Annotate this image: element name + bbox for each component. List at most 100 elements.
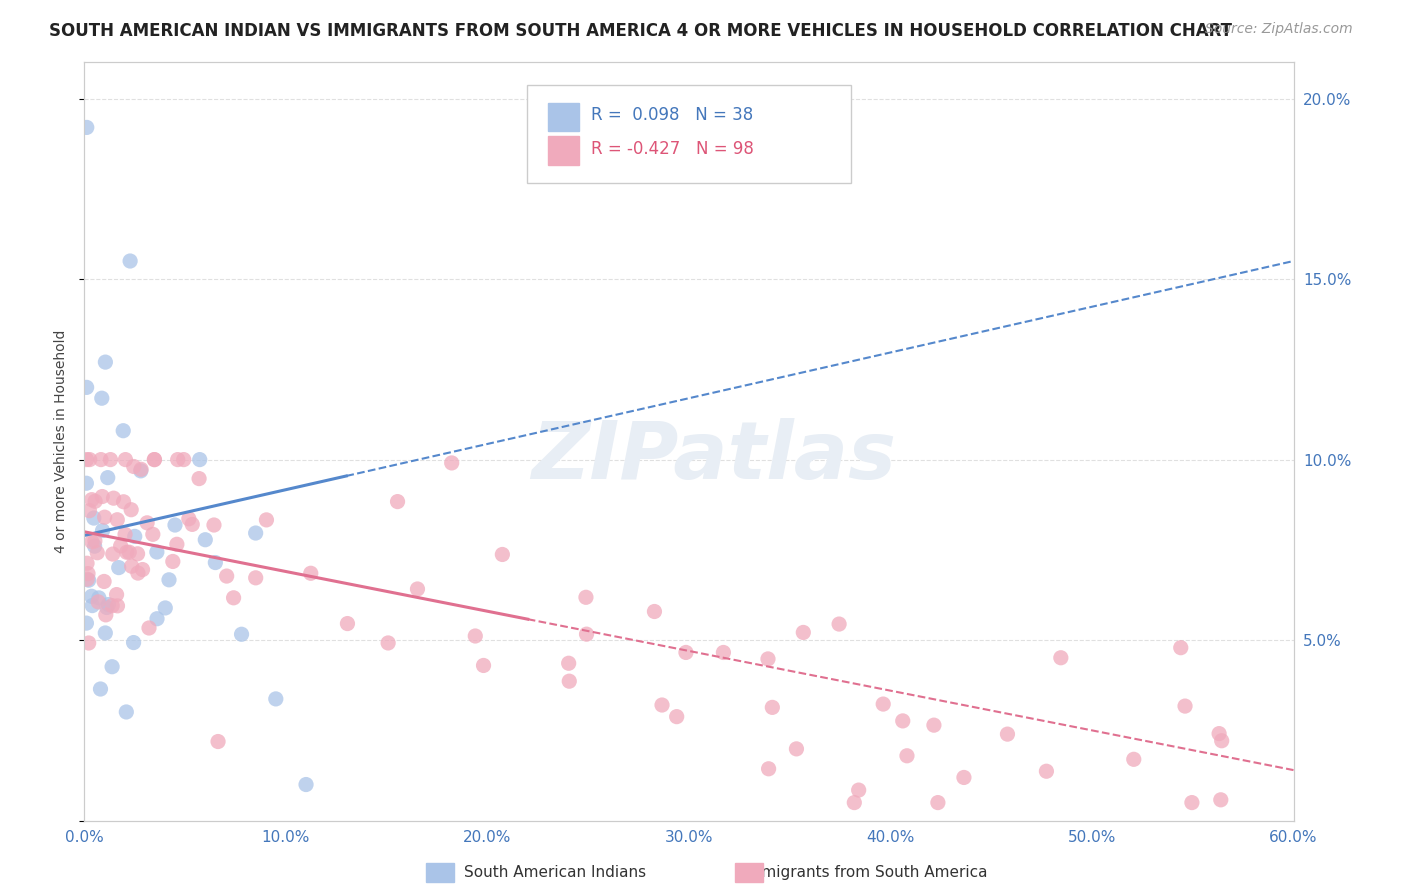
Point bbox=[792, 625, 814, 640]
Point bbox=[77, 573, 100, 587]
Point bbox=[87, 595, 110, 609]
Point bbox=[79, 504, 101, 518]
Point bbox=[107, 599, 129, 613]
Point bbox=[785, 742, 807, 756]
Point bbox=[558, 674, 581, 689]
Point bbox=[231, 627, 253, 641]
Point bbox=[83, 533, 105, 548]
Point bbox=[94, 607, 117, 622]
Point bbox=[675, 645, 697, 659]
Point bbox=[97, 598, 120, 612]
Point bbox=[828, 617, 851, 632]
Text: South American Indians: South American Indians bbox=[464, 865, 647, 880]
Point bbox=[207, 734, 229, 748]
Point bbox=[129, 464, 152, 478]
Point bbox=[101, 547, 124, 561]
Point bbox=[665, 709, 688, 723]
Point bbox=[112, 424, 135, 438]
Point bbox=[406, 582, 429, 596]
Point bbox=[202, 518, 225, 533]
Point bbox=[89, 681, 111, 696]
Point bbox=[557, 657, 579, 671]
Point bbox=[77, 566, 100, 581]
Point bbox=[129, 462, 152, 476]
Point bbox=[166, 452, 188, 467]
Point bbox=[464, 629, 486, 643]
Point bbox=[105, 588, 128, 602]
Point bbox=[91, 490, 114, 504]
Point bbox=[1050, 650, 1073, 665]
Point bbox=[100, 452, 122, 467]
Point bbox=[188, 472, 211, 486]
Point bbox=[93, 574, 115, 589]
Point bbox=[122, 459, 145, 474]
Point bbox=[643, 605, 665, 619]
Point bbox=[896, 748, 918, 763]
Point bbox=[1209, 793, 1232, 807]
Point bbox=[136, 516, 159, 530]
Point bbox=[295, 778, 318, 792]
Point bbox=[1208, 726, 1230, 740]
Point bbox=[953, 771, 976, 785]
Point bbox=[124, 529, 146, 543]
Point bbox=[163, 518, 186, 533]
Point bbox=[387, 494, 409, 508]
Point bbox=[80, 534, 103, 549]
Point bbox=[848, 783, 870, 797]
Point bbox=[115, 545, 138, 559]
Text: ZIPatlas: ZIPatlas bbox=[530, 417, 896, 496]
Point bbox=[844, 796, 866, 810]
Point bbox=[927, 796, 949, 810]
Point bbox=[143, 452, 166, 467]
Point bbox=[188, 452, 211, 467]
Point bbox=[82, 599, 104, 613]
Point bbox=[1122, 752, 1144, 766]
Point bbox=[110, 539, 132, 553]
Point bbox=[181, 517, 204, 532]
Point bbox=[86, 546, 108, 560]
Point bbox=[93, 510, 115, 524]
Point bbox=[97, 470, 120, 484]
Point bbox=[76, 556, 98, 570]
Point bbox=[891, 714, 914, 728]
Point bbox=[651, 698, 673, 712]
Point bbox=[264, 692, 287, 706]
Point bbox=[491, 548, 513, 562]
Point bbox=[94, 355, 117, 369]
Point bbox=[127, 566, 149, 580]
Point bbox=[84, 494, 107, 508]
Point bbox=[103, 491, 125, 505]
Point bbox=[713, 645, 735, 659]
Point bbox=[90, 391, 112, 405]
Point bbox=[245, 571, 267, 585]
Point bbox=[79, 452, 101, 467]
Point bbox=[105, 513, 128, 527]
Point bbox=[758, 762, 780, 776]
Point bbox=[138, 621, 160, 635]
Point bbox=[83, 539, 105, 553]
Text: SOUTH AMERICAN INDIAN VS IMMIGRANTS FROM SOUTH AMERICA 4 OR MORE VEHICLES IN HOU: SOUTH AMERICAN INDIAN VS IMMIGRANTS FROM… bbox=[49, 22, 1232, 40]
Point bbox=[122, 635, 145, 649]
Point bbox=[162, 554, 184, 568]
Point bbox=[114, 527, 136, 541]
Point bbox=[173, 452, 195, 467]
Point bbox=[146, 612, 169, 626]
Point bbox=[120, 502, 142, 516]
Point bbox=[90, 452, 112, 467]
Point bbox=[76, 380, 98, 394]
Point bbox=[872, 697, 894, 711]
Point bbox=[575, 591, 598, 605]
Point bbox=[256, 513, 278, 527]
Point bbox=[997, 727, 1019, 741]
Point bbox=[83, 511, 105, 525]
Point bbox=[155, 601, 177, 615]
Point bbox=[76, 452, 98, 467]
Point bbox=[922, 718, 945, 732]
Point bbox=[120, 254, 142, 268]
Point bbox=[87, 591, 110, 605]
Point bbox=[75, 476, 97, 491]
Point bbox=[215, 569, 238, 583]
Point bbox=[166, 537, 188, 551]
Point bbox=[472, 658, 495, 673]
Point bbox=[91, 524, 114, 538]
